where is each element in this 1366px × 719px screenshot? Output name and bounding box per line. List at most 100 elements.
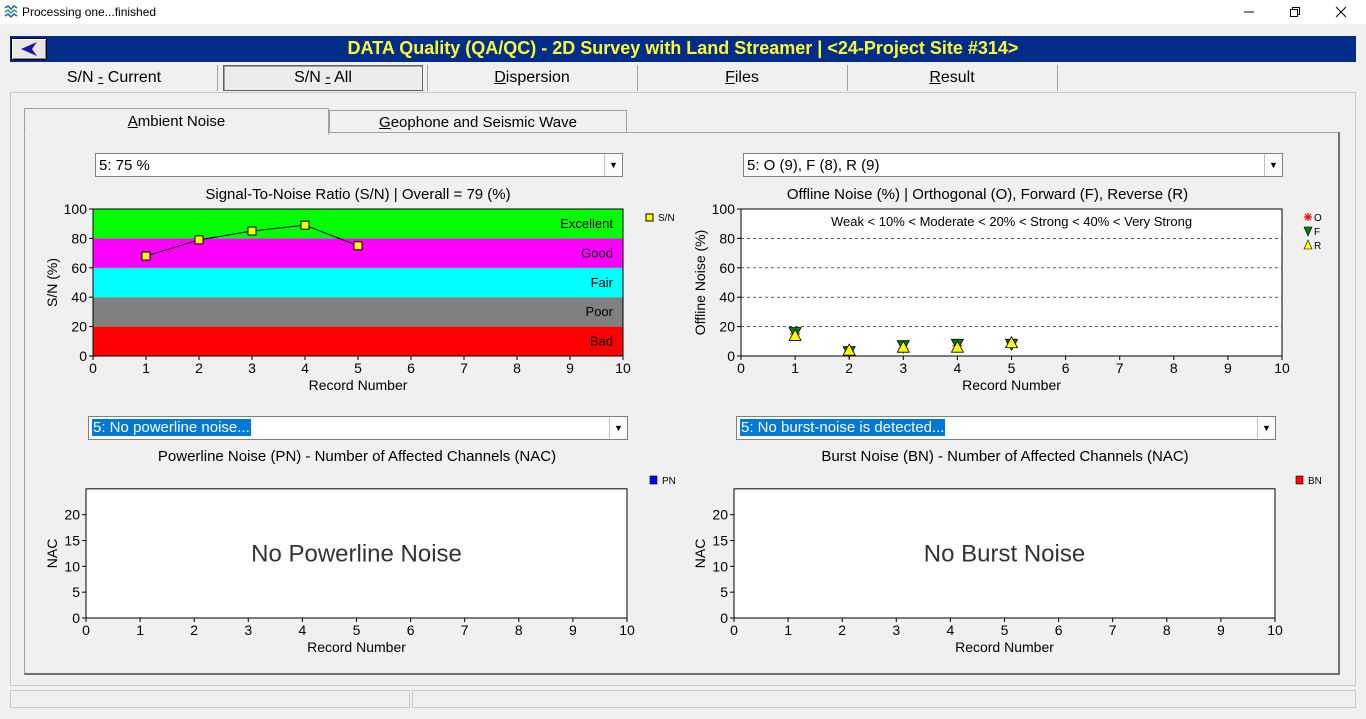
x-tick-label: 1 [136, 622, 144, 638]
powerline-chart-title: Powerline Noise (PN) - Number of Affecte… [157, 448, 557, 465]
tab-label: Files [725, 69, 759, 86]
tab-sn-current[interactable]: S/N - Current [12, 65, 216, 91]
y-tick-label: 5 [72, 584, 80, 600]
y-tick-label: 60 [719, 260, 735, 276]
sn-chart-title: Signal-To-Noise Ratio (S/N) | Overall = … [205, 186, 511, 203]
y-axis-label: NAC [692, 539, 708, 569]
chevron-down-icon[interactable]: ▼ [1257, 417, 1275, 439]
tab-divider [217, 65, 218, 91]
x-tick-label: 6 [1055, 622, 1063, 638]
tab-files[interactable]: Files [638, 65, 846, 91]
y-axis-label: Offline Noise (%) [692, 230, 708, 336]
x-axis-label: Record Number [962, 377, 1061, 393]
legend-marker [645, 213, 654, 222]
data-point [950, 340, 965, 353]
minimize-icon [1244, 11, 1254, 13]
y-tick-label: 15 [712, 533, 728, 549]
y-tick-label: 20 [64, 507, 80, 523]
burst-chart-title: Burst Noise (BN) - Number of Affected Ch… [821, 448, 1189, 465]
x-tick-label: 2 [845, 360, 853, 376]
chevron-down-icon[interactable]: ▼ [604, 154, 622, 176]
x-tick-label: 2 [190, 622, 198, 638]
plot-area [734, 488, 1275, 618]
x-tick-label: 7 [461, 622, 469, 638]
tab-ambient-noise[interactable]: Ambient Noise [24, 108, 329, 135]
select-value: 5: O (9), F (8), R (9) [747, 157, 880, 174]
band-label: Bad [590, 334, 613, 349]
app-icon [4, 5, 18, 19]
tab-result[interactable]: Result [848, 65, 1056, 91]
x-tick-label: 9 [1224, 360, 1232, 376]
y-tick-label: 40 [71, 289, 87, 305]
band-bad [93, 326, 623, 356]
y-tick-label: 10 [712, 558, 728, 574]
data-point [353, 241, 363, 251]
x-tick-label: 3 [892, 622, 900, 638]
sn-record-select[interactable]: 5: 75 % ▼ [95, 153, 623, 177]
x-tick-label: 3 [244, 622, 252, 638]
x-tick-label: 2 [838, 622, 846, 638]
x-tick-label: 0 [737, 360, 745, 376]
window-title: Processing one...finished [22, 5, 157, 19]
minimize-button[interactable] [1226, 0, 1272, 24]
tab-label: Dispersion [494, 69, 570, 86]
data-point [194, 235, 204, 245]
legend-label: R [1314, 241, 1321, 252]
y-tick-label: 20 [712, 507, 728, 523]
x-tick-label: 0 [82, 622, 90, 638]
x-tick-label: 6 [1062, 360, 1070, 376]
burst-record-select[interactable]: 5: No burst-noise is detected... ▼ [736, 416, 1276, 440]
legend-label: PN [662, 476, 676, 487]
y-tick-label: 80 [71, 230, 87, 246]
x-tick-label: 6 [407, 622, 415, 638]
chevron-down-icon[interactable]: ▼ [1264, 154, 1282, 176]
data-point [141, 251, 151, 261]
close-button[interactable] [1318, 0, 1364, 24]
data-point [300, 220, 310, 230]
status-panel-left [10, 690, 410, 708]
data-point [842, 343, 856, 356]
x-tick-label: 7 [1109, 622, 1117, 638]
tab-sn-all[interactable]: S/N - All [223, 65, 423, 91]
x-tick-label: 8 [1163, 622, 1171, 638]
x-tick-label: 3 [248, 360, 256, 376]
noise-scale-annotation: Weak < 10% < Moderate < 20% < Strong < 4… [831, 214, 1192, 229]
legend-marker [1303, 239, 1313, 250]
x-tick-label: 7 [460, 360, 468, 376]
x-tick-label: 1 [142, 360, 150, 376]
tab-label: Ambient Noise [127, 113, 226, 130]
no-data-message: No Burst Noise [924, 540, 1085, 567]
status-panel-right [412, 690, 1356, 708]
offline-record-select[interactable]: 5: O (9), F (8), R (9) ▼ [743, 153, 1283, 177]
data-point [896, 340, 910, 353]
band-label: Good [581, 245, 613, 260]
x-tick-label: 9 [569, 622, 577, 638]
back-button[interactable] [11, 38, 47, 60]
x-tick-label: 5 [1008, 360, 1016, 376]
tab-label: S/N - Current [66, 69, 162, 86]
x-tick-label: 4 [947, 622, 955, 638]
select-value: 5: 75 % [99, 157, 150, 174]
y-tick-label: 80 [719, 230, 735, 246]
x-axis-label: Record Number [309, 377, 408, 393]
x-tick-label: 10 [1267, 622, 1283, 638]
tab-label: S/N - All [294, 69, 352, 86]
x-tick-label: 10 [1274, 360, 1290, 376]
back-arrow-icon [21, 42, 37, 56]
tab-geophone-seismic-wave[interactable]: Geophone and Seismic Wave [329, 110, 627, 133]
y-tick-label: 0 [79, 348, 87, 364]
tab-dispersion[interactable]: Dispersion [428, 65, 636, 91]
legend-label: BN [1308, 476, 1322, 487]
y-tick-label: 5 [720, 584, 728, 600]
no-data-message: No Powerline Noise [251, 540, 462, 567]
band-label: Fair [591, 275, 614, 290]
powerline-record-select[interactable]: 5: No powerline noise... ▼ [88, 416, 628, 440]
x-tick-label: 1 [791, 360, 799, 376]
y-tick-label: 40 [719, 289, 735, 305]
tab-divider [1057, 65, 1058, 91]
ambient-noise-panel [24, 132, 1340, 675]
powerline-noise-chart: 0 1 2 3 4 5 6 7 8 9 10 0 5 10 15 20 Record Number NAC No P… [44, 475, 676, 655]
restore-button[interactable] [1272, 0, 1318, 24]
chevron-down-icon[interactable]: ▼ [609, 417, 627, 439]
